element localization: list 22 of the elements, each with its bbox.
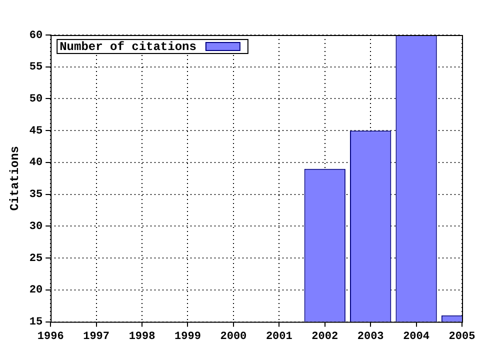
y-axis-title: Citations — [8, 146, 22, 211]
y-tick-label: 20 — [29, 284, 43, 297]
legend-label: Number of citations — [60, 40, 196, 54]
x-tick-label: 1996 — [37, 331, 64, 344]
y-tick-label: 30 — [29, 220, 43, 233]
x-tick-label: 2001 — [266, 331, 293, 344]
y-tick-label: 60 — [29, 30, 43, 42]
y-tick-label: 35 — [29, 189, 43, 202]
y-tick-label: 15 — [29, 316, 43, 329]
y-tick-label: 40 — [29, 157, 43, 170]
x-tick-label: 2003 — [357, 331, 384, 344]
x-tick-label: 1998 — [128, 331, 156, 344]
x-tick-label: 2000 — [220, 331, 247, 344]
x-tick-label: 2004 — [403, 331, 430, 344]
x-tick-label: 1997 — [83, 331, 110, 344]
y-tick-label: 50 — [29, 94, 43, 106]
x-tick-label: 2005 — [448, 331, 476, 344]
y-tick-label: 45 — [29, 125, 43, 138]
y-tick-label: 25 — [29, 252, 43, 265]
y-tick-label: 55 — [29, 62, 43, 74]
x-tick-label: 1999 — [174, 331, 201, 344]
x-tick-label: 2002 — [312, 331, 338, 344]
